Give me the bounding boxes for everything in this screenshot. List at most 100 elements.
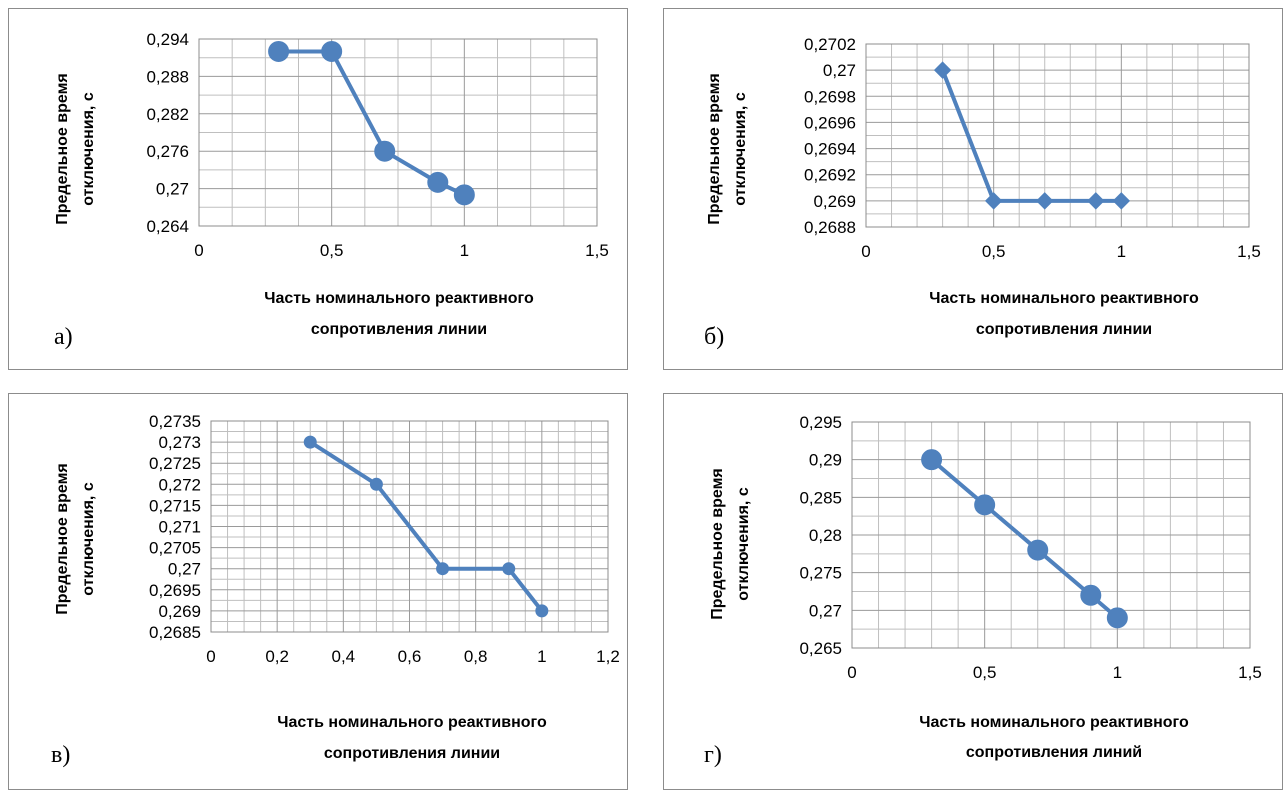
data-point — [374, 140, 396, 162]
data-point — [984, 192, 1003, 210]
x-tick-label: 0 — [206, 647, 215, 666]
x-axis-label-line: Часть номинального реактивного — [264, 290, 534, 307]
x-tick-label: 1,5 — [585, 241, 609, 260]
y-tick-label: 0,29 — [809, 451, 842, 470]
y-tick-label: 0,2688 — [804, 218, 856, 237]
y-axis-label: Предельное время отключения, с — [54, 73, 97, 224]
y-axis-label-line: Предельное время — [54, 463, 71, 614]
y-tick-label: 0,264 — [146, 217, 189, 236]
x-tick-label: 0 — [194, 241, 203, 260]
data-point — [321, 40, 343, 62]
plot-frame — [210, 420, 609, 633]
y-tick-label: 0,282 — [146, 105, 189, 124]
y-axis-label-line: Предельное время — [709, 468, 726, 619]
y-axis-label-line: Предельное время — [54, 73, 71, 224]
plot-frame — [865, 43, 1250, 228]
y-tick-label: 0,27 — [168, 560, 201, 579]
x-axis-label-line: сопротивления линии — [311, 321, 487, 338]
x-axis-label-line: Часть номинального реактивного — [919, 714, 1189, 731]
y-tick-label: 0,2692 — [804, 166, 856, 185]
data-point — [436, 562, 450, 576]
data-point — [1106, 607, 1128, 629]
x-tick-label: 1,5 — [1237, 242, 1261, 261]
data-point — [933, 61, 952, 79]
y-tick-label: 0,2694 — [804, 140, 856, 159]
x-tick-label: 0,5 — [320, 241, 344, 260]
panel-letter: а) — [54, 324, 73, 350]
y-tick-label: 0,285 — [799, 488, 842, 507]
x-tick-label: 0,4 — [332, 647, 356, 666]
chart-panel-v: 0,2685 0,269 0,2695 0,27 0,2705 0,271 0,2715 0,… — [8, 393, 628, 790]
y-tick-label: 0,271 — [158, 518, 201, 537]
y-axis-label: Предельное время отключения, с — [54, 463, 97, 614]
data-point — [453, 184, 475, 206]
y-axis-label-line: отключения, с — [732, 92, 749, 206]
data-point — [921, 449, 943, 471]
x-tick-label: 0 — [847, 663, 856, 682]
y-tick-label: 0,27 — [809, 601, 842, 620]
data-point — [427, 171, 449, 193]
data-point — [1027, 539, 1049, 561]
y-tick-label: 0,269 — [813, 192, 856, 211]
y-tick-label: 0,2705 — [149, 539, 201, 558]
x-axis-label-line: сопротивления линии — [976, 321, 1152, 338]
x-tick-label: 0,2 — [265, 647, 289, 666]
x-axis-label-line: Часть номинального реактивного — [277, 714, 547, 731]
y-tick-label: 0,272 — [158, 475, 201, 494]
y-tick-label: 0,294 — [146, 30, 189, 49]
y-axis-label-line: отключения, с — [80, 92, 97, 206]
y-tick-label: 0,288 — [146, 67, 189, 86]
y-tick-label: 0,265 — [799, 639, 842, 658]
plot-frame — [851, 421, 1251, 649]
y-tick-label: 0,276 — [146, 142, 189, 161]
data-point — [1087, 192, 1105, 210]
y-axis-label-line: Предельное время — [706, 73, 723, 224]
chart-b-svg: 0,26880,2690,26920,26940,26960,26980,270… — [704, 35, 1261, 350]
x-tick-label: 1,5 — [1238, 663, 1262, 682]
data-point — [303, 435, 317, 449]
x-tick-label: 1 — [1113, 663, 1122, 682]
y-tick-label: 0,2725 — [149, 454, 201, 473]
y-tick-label: 0,2735 — [149, 412, 201, 431]
chart-panel-b: 0,2688 0,269 0,2692 0,2694 0,2696 0,2698 0,27 0… — [663, 8, 1283, 370]
x-tick-label: 1,2 — [596, 647, 620, 666]
y-tick-label: 0,28 — [809, 526, 842, 545]
y-tick-label: 0,2715 — [149, 496, 201, 515]
panel-letter: б) — [704, 324, 724, 350]
x-tick-label: 1 — [460, 241, 469, 260]
plot-frame — [198, 38, 598, 227]
y-tick-label: 0,275 — [799, 564, 842, 583]
y-tick-label: 0,27 — [156, 180, 189, 199]
data-point — [369, 477, 383, 491]
y-tick-label: 0,2698 — [804, 87, 856, 106]
data-point — [535, 604, 549, 618]
chart-v-svg: 0,2685 0,269 0,2695 0,27 0,2705 0,271 0,2715 0,… — [51, 412, 620, 768]
y-tick-label: 0,2685 — [149, 623, 201, 642]
y-tick-label: 0,273 — [158, 433, 201, 452]
data-point — [502, 562, 516, 576]
data-point — [1112, 192, 1131, 210]
x-tick-label: 0,5 — [973, 663, 997, 682]
y-tick-label: 0,2696 — [804, 113, 856, 132]
x-axis-label-line: сопротивления линии — [324, 745, 500, 762]
y-axis-label-line: отключения, с — [80, 482, 97, 596]
chart-a-svg: 0,264 0,27 0,276 0,282 0,288 0,294 0 0,5 1 1,5 Пре… — [54, 30, 609, 350]
y-tick-label: 0,27 — [823, 61, 856, 80]
x-tick-label: 0 — [861, 242, 870, 261]
x-tick-label: 0,5 — [982, 242, 1006, 261]
x-tick-label: 0,6 — [398, 647, 422, 666]
y-axis-label-line: отключения, с — [735, 487, 752, 601]
y-tick-label: 0,269 — [158, 602, 201, 621]
x-tick-label: 1 — [537, 647, 546, 666]
chart-panel-a: 0,264 0,27 0,276 0,282 0,288 0,294 0 0,5 1 1,5 Пре… — [8, 8, 628, 370]
data-point — [1080, 584, 1102, 606]
y-tick-label: 0,2695 — [149, 581, 201, 600]
x-tick-label: 1 — [1117, 242, 1126, 261]
x-tick-label: 0,8 — [464, 647, 488, 666]
y-tick-label: 0,2702 — [804, 35, 856, 54]
x-axis-label-line: сопротивления линий — [966, 744, 1142, 761]
data-point — [974, 494, 996, 516]
y-tick-label: 0,295 — [799, 413, 842, 432]
data-point — [1036, 192, 1054, 210]
panel-letter: в) — [51, 742, 70, 768]
